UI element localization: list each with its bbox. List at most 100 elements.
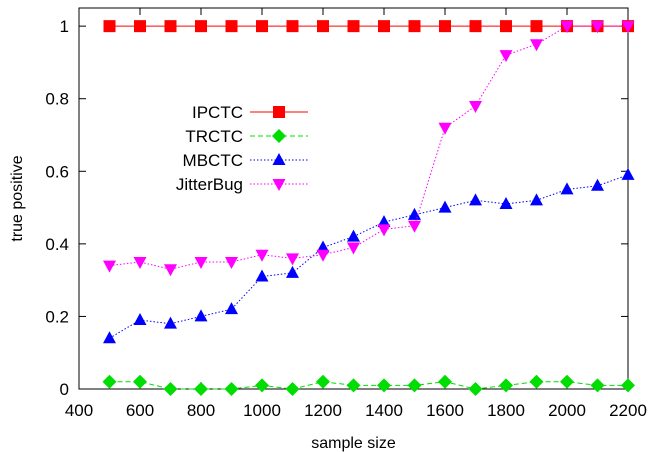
data-point-mbctc: [103, 331, 116, 344]
data-point-jitterbug: [377, 224, 391, 237]
legend-item-ipctc: IPCTC: [192, 103, 308, 122]
data-point-trctc: [499, 378, 513, 393]
data-point-jitterbug: [469, 100, 482, 113]
plot-frame: [78, 7, 629, 390]
y-tick-label: 1: [60, 17, 69, 36]
y-tick-label: 0.2: [45, 307, 69, 326]
series-line-jitterbug: [109, 25, 628, 270]
series-line-mbctc: [109, 174, 629, 339]
x-tick-label: 400: [65, 401, 93, 420]
legend-label: IPCTC: [192, 103, 243, 122]
data-point-jitterbug: [255, 249, 269, 262]
data-point-jitterbug: [591, 21, 604, 34]
x-tick-label: 1800: [487, 401, 525, 420]
data-point-mbctc: [316, 240, 330, 253]
data-point-mbctc: [194, 309, 208, 322]
data-point-mbctc: [438, 200, 452, 213]
data-point-ipctc: [469, 20, 482, 33]
data-point-ipctc: [256, 20, 268, 33]
legend-item-mbctc: MBCTC: [183, 151, 308, 170]
data-point-trctc: [377, 378, 391, 393]
data-point-jitterbug: [499, 50, 513, 63]
data-point-trctc: [346, 378, 361, 393]
legend-label: TRCTC: [185, 127, 243, 146]
data-point-trctc: [285, 382, 300, 396]
data-point-mbctc: [591, 178, 604, 191]
x-axis-label: sample size: [311, 435, 396, 452]
data-point-trctc: [560, 374, 574, 389]
plot-border: [78, 7, 629, 390]
series-line-trctc: [109, 381, 628, 390]
data-point-mbctc: [164, 316, 177, 329]
data-point-jitterbug: [316, 249, 330, 262]
data-point-ipctc: [500, 20, 512, 33]
legend-marker: [272, 153, 286, 165]
data-point-trctc: [529, 374, 544, 389]
y-axis: 0 0.2 0.4 0.6 0.8 1: [45, 17, 628, 399]
data-point-jitterbug: [133, 257, 147, 269]
data-point-trctc: [133, 374, 147, 389]
data-point-trctc: [316, 374, 330, 389]
x-tick-label: 2000: [548, 401, 586, 420]
data-point-trctc: [255, 378, 269, 393]
data-point-jitterbug: [530, 39, 543, 52]
x-axis: 400 600 800 1000 1200 1400 1600 1800 2000 2200: [65, 8, 647, 420]
data-point-trctc: [194, 382, 208, 396]
data-point-ipctc: [164, 20, 177, 33]
data-point-jitterbug: [194, 257, 208, 269]
data-point-trctc: [621, 378, 635, 393]
data-point-trctc: [438, 374, 452, 389]
data-point-mbctc: [255, 269, 269, 282]
data-point-ipctc: [530, 20, 543, 33]
data-point-ipctc: [225, 20, 238, 33]
data-point-mbctc: [133, 313, 147, 326]
y-tick-label: 0.8: [45, 90, 69, 109]
data-point-mbctc: [469, 193, 482, 206]
data-point-ipctc: [347, 20, 360, 33]
data-point-trctc: [590, 378, 605, 393]
legend-item-trctc: TRCTC: [185, 127, 308, 146]
data-point-ipctc: [195, 20, 207, 33]
data-point-jitterbug: [103, 260, 116, 273]
data-point-trctc: [224, 382, 239, 396]
data-point-ipctc: [378, 20, 390, 33]
y-tick-label: 0.4: [45, 235, 69, 254]
x-tick-label: 1000: [243, 401, 281, 420]
data-point-mbctc: [225, 302, 238, 315]
data-point-mbctc: [530, 193, 543, 206]
data-point-mbctc: [499, 196, 513, 209]
data-point-mbctc: [347, 229, 360, 242]
data-point-mbctc: [560, 182, 574, 195]
data-point-mbctc: [377, 215, 391, 228]
x-tick-label: 800: [187, 401, 215, 420]
series-jitterbug: [103, 21, 635, 277]
data-point-ipctc: [408, 20, 421, 33]
y-tick-label: 0: [60, 380, 69, 399]
x-tick-label: 600: [126, 401, 154, 420]
series-mbctc: [103, 167, 635, 344]
data-point-mbctc: [621, 167, 635, 180]
x-tick-label: 1200: [304, 401, 342, 420]
data-point-jitterbug: [286, 253, 299, 266]
legend-item-jitterbug: JitterBug: [176, 175, 308, 194]
data-point-trctc: [163, 382, 178, 396]
y-tick-label: 0.6: [45, 162, 69, 181]
series-layer: [102, 20, 635, 396]
data-point-trctc: [102, 374, 117, 389]
legend-marker: [272, 129, 286, 143]
data-point-jitterbug: [621, 21, 635, 34]
data-point-trctc: [468, 382, 483, 396]
legend-marker: [272, 179, 286, 191]
data-point-jitterbug: [347, 242, 360, 255]
y-axis-label: true positive: [9, 155, 26, 241]
data-point-ipctc: [103, 20, 116, 33]
data-point-ipctc: [317, 20, 329, 33]
legend-marker: [273, 106, 285, 118]
data-point-trctc: [407, 378, 422, 393]
data-point-jitterbug: [560, 21, 574, 34]
legend: IPCTC TRCTC MBCTC JitterBug: [176, 103, 308, 194]
x-tick-label: 1400: [365, 401, 403, 420]
series-ipctc: [103, 20, 634, 33]
data-point-mbctc: [286, 265, 299, 278]
